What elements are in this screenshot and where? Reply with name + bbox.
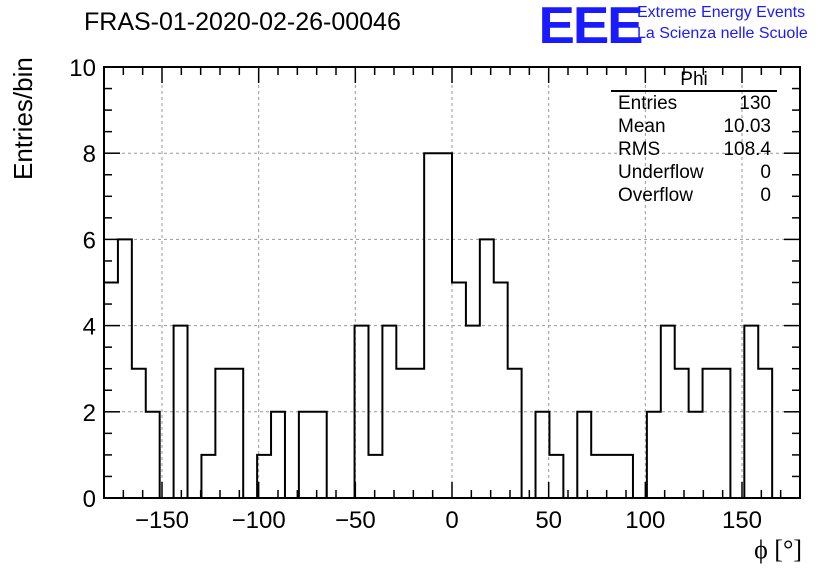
histogram-bin (508, 369, 522, 498)
y-tick-label: 10 (69, 55, 96, 82)
y-tick-label: 0 (83, 486, 96, 513)
x-tick-label: −150 (135, 507, 189, 534)
histogram-bin (577, 412, 591, 498)
y-axis-ticks: 0 2 4 6 8 10 (69, 55, 800, 513)
histogram-bin (201, 455, 215, 498)
y-axis-label: Entries/bin (8, 57, 38, 180)
histogram-bin (675, 369, 689, 498)
eee-logo: EEE (538, 0, 644, 55)
stats-value: 108.4 (723, 139, 771, 160)
y-tick-label: 8 (83, 141, 96, 168)
stats-row-mean: Mean 10.03 (611, 115, 777, 138)
logo-caption-line2: La Scienza nelle Scuole (637, 25, 808, 42)
histogram-bin (452, 283, 466, 499)
x-axis-ticks: −150 −100 −50 0 50 100 150 (103, 67, 801, 534)
histogram-bin (118, 239, 132, 498)
stats-box: Phi Entries 130 Mean 10.03 RMS 108.4 Und… (611, 70, 777, 207)
x-tick-label: 50 (535, 507, 562, 534)
stats-value: 130 (739, 93, 771, 114)
y-tick-label: 6 (83, 227, 96, 254)
histogram-bin (368, 455, 382, 498)
histogram-bin (480, 239, 494, 498)
histogram-bin (313, 412, 327, 498)
logo-caption-line1: Extreme Energy Events (637, 4, 806, 21)
stats-value: 10.03 (723, 116, 771, 137)
stats-label: Overflow (618, 185, 693, 206)
histogram-bin (591, 455, 605, 498)
stats-row-underflow: Underflow 0 (611, 161, 777, 184)
histogram-bin (396, 369, 410, 498)
stats-row-entries: Entries 130 (611, 92, 777, 115)
chart-title: FRAS-01-2020-02-26-00046 (84, 8, 401, 36)
histogram-bin (146, 412, 160, 498)
histogram-bin (689, 412, 703, 498)
histogram-outline (104, 152, 800, 499)
stats-label: Mean (618, 116, 666, 137)
histogram-bin (132, 369, 146, 498)
histogram-bin (703, 369, 717, 498)
histogram-bin (536, 412, 550, 498)
histogram-bin (494, 283, 508, 499)
stats-value: 0 (760, 185, 771, 206)
y-tick-label: 4 (83, 314, 96, 341)
histogram-bin (549, 455, 563, 498)
x-tick-label: 0 (445, 507, 458, 534)
stats-row-overflow: Overflow 0 (611, 184, 777, 207)
histogram-bin (215, 369, 229, 498)
histogram-bin (271, 412, 285, 498)
histogram-bin (758, 369, 772, 498)
stats-label: RMS (618, 139, 661, 160)
histogram-bin (299, 412, 313, 498)
stats-value: 0 (760, 162, 771, 183)
stats-title: Phi (611, 70, 777, 92)
histogram-bin (229, 369, 243, 498)
stats-label: Underflow (618, 162, 704, 183)
x-axis-label: ϕ [°] (754, 535, 802, 564)
stats-label: Entries (618, 93, 678, 114)
histogram-bin (174, 326, 188, 498)
x-tick-label: −100 (232, 507, 286, 534)
histogram-bin (410, 369, 424, 498)
x-tick-label: 150 (722, 507, 762, 534)
x-tick-label: −50 (335, 507, 376, 534)
y-tick-label: 2 (83, 400, 96, 427)
histogram-bin (716, 369, 730, 498)
histogram-bin (647, 412, 661, 498)
x-tick-label: 100 (625, 507, 665, 534)
stats-row-rms: RMS 108.4 (611, 138, 777, 161)
